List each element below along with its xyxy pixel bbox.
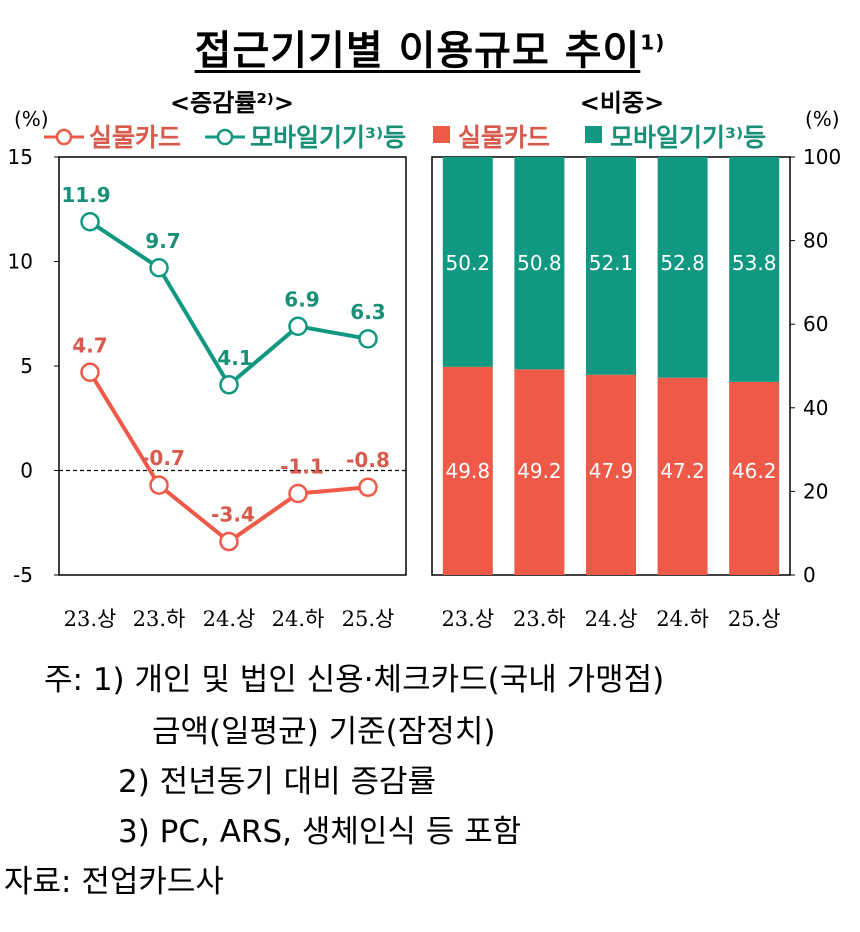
line-point (149, 475, 169, 495)
line-data-label: -0.8 (346, 448, 390, 472)
title-footnote-mark: 1) (640, 30, 666, 55)
line-legend: 실물카드 모바일기기³⁾등 (44, 123, 406, 152)
note-3: 3) PC, ARS, 생체인식 등 포함 (118, 814, 522, 850)
line-point (288, 483, 308, 504)
bar-mobile-label: 52.1 (589, 251, 634, 275)
legend-bar-card-label: 실물카드 (458, 123, 550, 152)
bar-card-label: 47.2 (660, 459, 705, 483)
bar-x-tick-label: 24.상 (585, 607, 638, 631)
legend-mobile-label: 모바일기기³⁾등 (250, 123, 406, 152)
line-point (80, 362, 100, 383)
line-point (219, 531, 239, 552)
bar-legend: 실물카드 모바일기기³⁾등 (433, 123, 766, 152)
bar-y-tick-label: 0 (803, 563, 816, 587)
line-y-tick-label: 15 (8, 145, 33, 169)
line-x-tick-label: 24.상 (203, 607, 256, 631)
bar-x-axis: 23.상 23.하 24.상 24.하 25.상 (441, 607, 780, 631)
bar-mobile-label: 50.8 (517, 251, 562, 275)
line-y-tick-label: 0 (20, 459, 33, 483)
bar-y-tick-label: 20 (803, 479, 828, 503)
line-data-labels: 4.7 -0.7 -3.4 -1.1 -0.8 11.9 9.7 4.1 6.9 6.3 (61, 183, 390, 527)
bar-mobile-label: 52.8 (660, 251, 705, 275)
line-y-tick-label: 10 (8, 250, 33, 274)
line-data-label: -3.4 (211, 503, 255, 527)
legend-card-marker-icon (55, 128, 73, 146)
note-2: 2) 전년동기 대비 증감률 (118, 764, 437, 800)
line-x-tick-label: 25.상 (342, 607, 395, 631)
line-chart-title: <증감률²⁾> (170, 89, 294, 117)
bar-x-tick-label: 23.하 (513, 607, 566, 631)
line-series-group (80, 212, 378, 552)
bar-x-tick-label: 24.하 (656, 607, 709, 631)
line-point (149, 258, 169, 278)
line-point (358, 329, 378, 349)
source-note: 자료: 전업카드사 (4, 864, 224, 900)
bar-y-axis: 100 80 60 40 20 0 (790, 145, 841, 587)
bar-mobile (729, 157, 780, 382)
legend-bar-mobile-label: 모바일기기³⁾등 (610, 123, 766, 152)
line-x-tick-label: 23.상 (64, 607, 117, 631)
bar-chart-title: <비중> (580, 89, 664, 117)
line-data-label: 4.7 (72, 333, 107, 357)
title-text: 접근기기별 이용규모 추이 (194, 28, 641, 74)
line-x-tick-label: 23.하 (133, 607, 186, 631)
bar-card-label: 49.8 (446, 459, 491, 483)
bar-x-tick-label: 23.상 (441, 607, 494, 631)
bar-y-unit: (%) (805, 107, 840, 131)
line-data-label: -0.7 (141, 446, 185, 470)
line-data-label: 11.9 (61, 183, 110, 207)
line-data-label: 6.9 (284, 287, 319, 311)
note-1-cont: 금액(일평균) 기준(잠정치) (152, 714, 496, 750)
note-1: 주: 1) 개인 및 법인 신용·체크카드(국내 가맹점) (44, 662, 665, 698)
bar-card (586, 374, 636, 575)
legend-mobile-marker-icon (216, 128, 234, 146)
line-y-tick-label: 5 (20, 354, 33, 378)
line-data-label: 6.3 (350, 300, 385, 324)
bar-mobile (657, 157, 708, 378)
bar-mobile-label: 53.8 (732, 251, 777, 275)
bar-y-tick-label: 40 (803, 396, 828, 420)
bar-x-tick-label: 25.상 (728, 607, 781, 631)
line-y-unit: (%) (14, 107, 49, 131)
bar-y-tick-label: 80 (803, 229, 828, 253)
bar-y-tick-label: 100 (803, 145, 841, 169)
bar-card-label: 49.2 (517, 459, 562, 483)
line-data-label: 4.1 (217, 346, 252, 370)
line-point (80, 212, 100, 232)
legend-card-label: 실물카드 (89, 123, 181, 152)
bar-mobile (514, 157, 565, 370)
bar-card-label: 47.9 (589, 459, 634, 483)
bar-mobile (586, 157, 636, 375)
line-point (288, 316, 308, 337)
line-x-axis: 23.상 23.하 24.상 24.하 25.상 (64, 607, 395, 631)
bar-card (657, 377, 708, 575)
bar-card (729, 381, 780, 575)
line-y-axis: 15 10 5 0 -5 (8, 145, 59, 587)
bar-mobile (442, 157, 493, 367)
bar-y-tick-label: 60 (803, 312, 828, 336)
line-point (358, 477, 378, 497)
bar-card (514, 369, 565, 575)
bar-card-label: 46.2 (732, 459, 777, 483)
bar-series-group: 49.8 50.2 49.2 50.8 47.9 52.1 47.2 52.8 46.2 53.8 (442, 157, 780, 575)
line-data-label: -1.1 (280, 454, 324, 478)
bar-card (442, 366, 493, 575)
line-point (219, 375, 239, 395)
line-x-tick-label: 24.하 (272, 607, 325, 631)
legend-mobile-square-icon (585, 126, 602, 143)
page-title: 접근기기별 이용규모 추이1) (0, 18, 860, 76)
bar-mobile-label: 50.2 (446, 251, 491, 275)
line-data-label: 9.7 (145, 229, 180, 253)
legend-card-square-icon (433, 126, 450, 143)
line-y-tick-label: -5 (13, 563, 33, 587)
